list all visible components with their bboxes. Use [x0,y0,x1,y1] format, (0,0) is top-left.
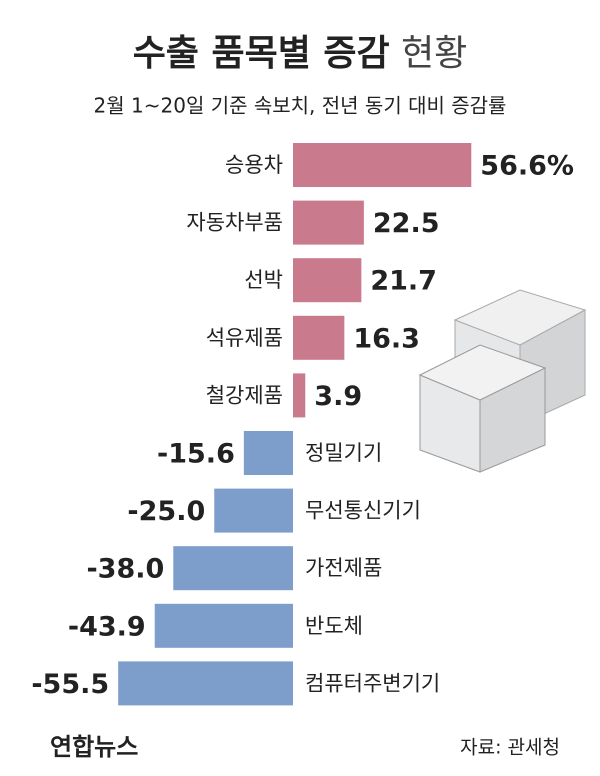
bar [293,258,362,303]
category-label: 자동차부품 [186,211,283,235]
category-label: 반도체 [305,614,363,638]
chart-title: 수출 품목별 증감 현황 [133,33,468,74]
category-label: 승용차 [225,153,283,177]
bar [214,488,293,533]
value-label: -25.0 [127,496,205,527]
value-label: 3.9 [314,381,362,412]
title-suffix: 현황 [401,33,467,74]
category-label: 철강제품 [206,383,283,407]
subtitle: 2월 1~20일 기준 속보치, 전년 동기 대비 증감률 [94,94,507,118]
source: 자료: 관세청 [460,737,560,759]
container-illustration [418,289,587,473]
bar [173,546,293,591]
bar [154,603,293,648]
bar [293,143,472,187]
category-label: 석유제품 [206,326,283,350]
bar [293,373,306,418]
bar [118,661,293,706]
logo: 연합뉴스 [50,733,138,761]
value-label: -15.6 [157,439,235,470]
value-label: -43.9 [68,611,146,642]
title-main: 수출 품목별 증감 [133,33,390,74]
category-label: 선박 [244,268,283,292]
category-label: 정밀기기 [305,441,382,465]
bar [293,315,345,360]
category-label: 무선통신기기 [305,499,421,523]
category-label: 컴퓨터주변기기 [305,671,440,695]
bar [243,431,293,475]
value-label: 56.6% [480,151,574,182]
value-label: 16.3 [353,323,420,354]
value-label: 22.5 [373,208,440,239]
value-label: -38.0 [86,554,164,585]
value-label: 21.7 [370,266,437,297]
bar [293,200,364,245]
category-label: 가전제품 [305,556,382,580]
value-label: -55.5 [31,669,109,700]
